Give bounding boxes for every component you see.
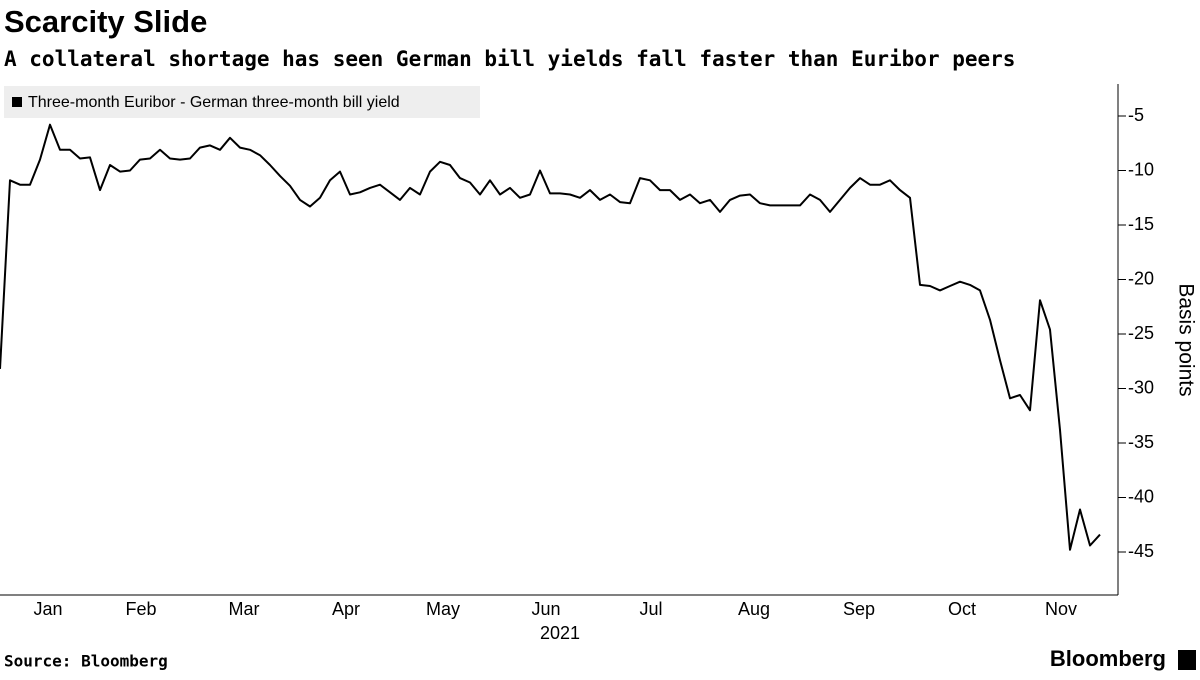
x-tick-label: Jul xyxy=(639,599,662,619)
x-tick-label: Jun xyxy=(531,599,560,619)
x-tick-label: Apr xyxy=(332,599,360,619)
y-tick-label: -45 xyxy=(1128,541,1154,561)
y-tick-label: -10 xyxy=(1128,159,1154,179)
y-axis-label: Basis points xyxy=(1174,283,1197,396)
y-tick-label: -15 xyxy=(1128,214,1154,234)
legend-label: Three-month Euribor - German three-month… xyxy=(28,94,400,111)
line-series xyxy=(0,123,1101,551)
y-tick-label: -5 xyxy=(1128,105,1144,125)
x-axis-label: 2021 xyxy=(540,623,580,643)
chart-title: Scarcity Slide xyxy=(4,4,207,39)
x-tick-label: Aug xyxy=(738,599,770,619)
x-tick-label: Sep xyxy=(843,599,875,619)
y-tick-label: -35 xyxy=(1128,432,1154,452)
chart-subtitle: A collateral shortage has seen German bi… xyxy=(4,47,1015,71)
y-tick-label: -40 xyxy=(1128,486,1154,506)
x-tick-label: Nov xyxy=(1045,599,1077,619)
brand: Bloomberg xyxy=(1050,646,1166,671)
y-tick-label: -25 xyxy=(1128,323,1154,343)
y-tick-label: -30 xyxy=(1128,377,1154,397)
legend-box xyxy=(4,86,480,118)
y-tick-label: -20 xyxy=(1128,268,1154,288)
x-tick-label: Oct xyxy=(948,599,976,619)
x-tick-label: Mar xyxy=(229,599,260,619)
brand-icon xyxy=(1178,650,1196,670)
x-tick-label: Feb xyxy=(125,599,156,619)
x-tick-label: Jan xyxy=(33,599,62,619)
source: Source: Bloomberg xyxy=(4,652,168,671)
x-tick-label: May xyxy=(426,599,460,619)
legend-swatch xyxy=(12,97,22,107)
